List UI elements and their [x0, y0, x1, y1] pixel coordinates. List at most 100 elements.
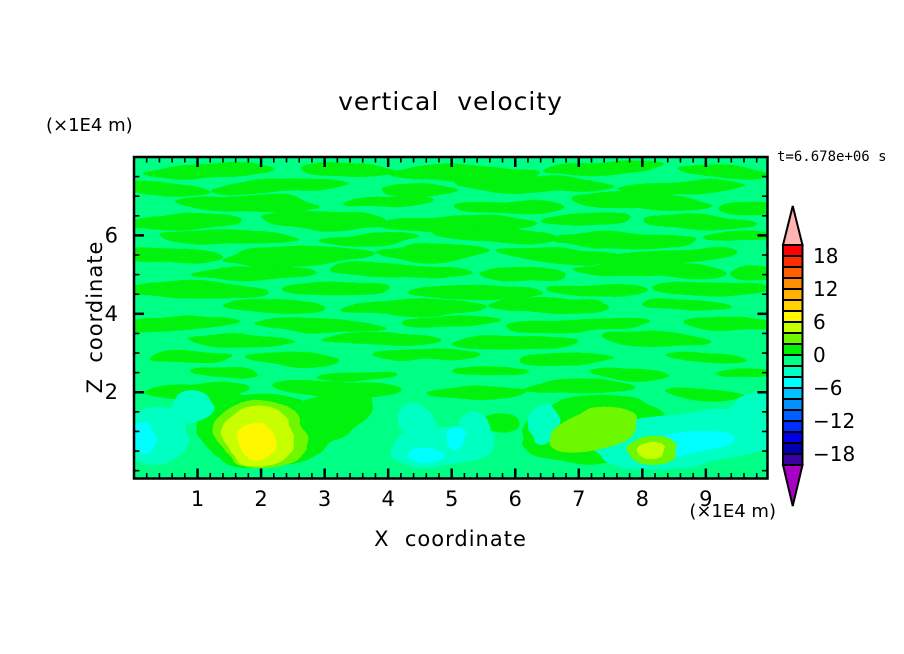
- contour-streak: [273, 380, 401, 397]
- contour-streak: [343, 195, 433, 209]
- contour-streak: [134, 247, 223, 263]
- contour-streak: [518, 352, 614, 366]
- colorbar-box: [782, 354, 804, 367]
- plot-title: vertical velocity: [338, 87, 563, 116]
- contour-streak: [550, 231, 697, 248]
- contour-streak: [572, 262, 725, 280]
- contour-streak: [210, 178, 350, 195]
- colorbar-box: [782, 244, 804, 257]
- colorbar-box: [782, 387, 804, 400]
- contour-streak: [505, 317, 652, 334]
- colorbar-box: [782, 431, 804, 444]
- contour-streak: [588, 368, 671, 381]
- colorbar-label-−18: −18: [813, 442, 855, 466]
- colorbar-box: [782, 376, 804, 389]
- plot-frame: [132, 155, 769, 480]
- contour-streak: [381, 184, 459, 197]
- contour-streak: [188, 367, 258, 378]
- contour-cell-aqua: [397, 403, 436, 440]
- contour-cell-cyan: [445, 427, 465, 448]
- x-tick-label-9: 9: [699, 487, 712, 511]
- colorbar-box: [782, 398, 804, 411]
- colorbar-box: [782, 310, 804, 323]
- contour-streak: [454, 175, 614, 194]
- contour-streak: [429, 385, 525, 399]
- contour-streak: [667, 351, 744, 363]
- contour-streak: [540, 213, 630, 227]
- contour-streak: [175, 195, 322, 213]
- contour-streak: [134, 213, 242, 230]
- contour-cell-chart2: [635, 441, 666, 457]
- colorbar-box: [782, 299, 804, 312]
- contour-streak: [149, 350, 233, 364]
- contour-streak: [728, 269, 768, 281]
- contour-streak: [261, 211, 389, 228]
- contour-streak: [715, 367, 768, 378]
- z-tick-label-6: 6: [105, 223, 118, 247]
- contour-streak: [188, 334, 296, 349]
- contour-streak: [134, 316, 239, 331]
- contour-streak: [134, 282, 271, 299]
- contour-cell-aqua: [170, 389, 213, 427]
- colorbar-box: [782, 332, 804, 345]
- contour-streak: [651, 280, 768, 296]
- colorbar-label-−6: −6: [813, 376, 842, 400]
- contour-field: [134, 157, 768, 479]
- colorbar-box: [782, 409, 804, 422]
- x-tick-label-2: 2: [254, 487, 267, 511]
- colorbar-box: [782, 343, 804, 356]
- contour-streak: [477, 268, 567, 281]
- contour-streak: [642, 214, 757, 230]
- contour-cell-aqua: [527, 404, 560, 444]
- contour-streak: [597, 248, 738, 266]
- contour-streak: [245, 352, 341, 366]
- colorbar-box: [782, 365, 804, 378]
- contour-streak: [143, 162, 277, 179]
- z-tick-label-4: 4: [105, 302, 118, 326]
- contour-cell-yellow: [237, 422, 279, 461]
- contour-streak: [677, 166, 768, 180]
- x-tick-label-7: 7: [572, 487, 585, 511]
- colorbar-box: [782, 288, 804, 301]
- contour-cell-cyan: [134, 422, 157, 453]
- contour-streak: [572, 193, 713, 211]
- contour-cell-aqua: [721, 388, 768, 428]
- colorbar: [781, 205, 804, 507]
- contour-cell-cyan: [407, 447, 446, 463]
- x-tick-label-5: 5: [445, 487, 458, 511]
- contour-streak: [496, 247, 624, 263]
- colorbar-box: [782, 453, 804, 466]
- x-tick-label-1: 1: [191, 487, 204, 511]
- colorbar-label-0: 0: [813, 343, 826, 367]
- contour-streak: [451, 336, 579, 351]
- x-tick-label-6: 6: [509, 487, 522, 511]
- colorbar-label-12: 12: [813, 277, 838, 301]
- contour-streak: [223, 248, 376, 266]
- axis-ticks: [135, 158, 767, 478]
- x-tick-label-3: 3: [318, 487, 331, 511]
- contour-streak: [134, 180, 211, 196]
- contour-streak: [372, 348, 481, 362]
- contour-streak: [451, 365, 528, 376]
- colorbar-box: [782, 321, 804, 334]
- x-axis-title: X coordinate: [374, 527, 527, 551]
- contour-cell-chart1: [551, 405, 638, 454]
- colorbar-label-−12: −12: [813, 409, 855, 433]
- contour-streak: [702, 231, 768, 244]
- contour-streak: [378, 215, 538, 233]
- colorbar-box: [782, 420, 804, 433]
- contour-streak: [601, 332, 710, 347]
- contour-streak: [400, 315, 503, 329]
- z-axis-unit-label: (×1E4 m): [46, 115, 133, 136]
- contour-streak: [302, 161, 398, 176]
- contour-streak: [315, 368, 398, 381]
- contour-streak: [340, 299, 487, 317]
- contour-streak: [718, 202, 768, 214]
- contour-streak: [642, 299, 732, 313]
- contour-streak: [543, 161, 665, 177]
- x-axis-unit-label: (×1E4 m): [689, 501, 776, 522]
- x-tick-label-8: 8: [636, 487, 649, 511]
- contour-streak: [683, 317, 768, 331]
